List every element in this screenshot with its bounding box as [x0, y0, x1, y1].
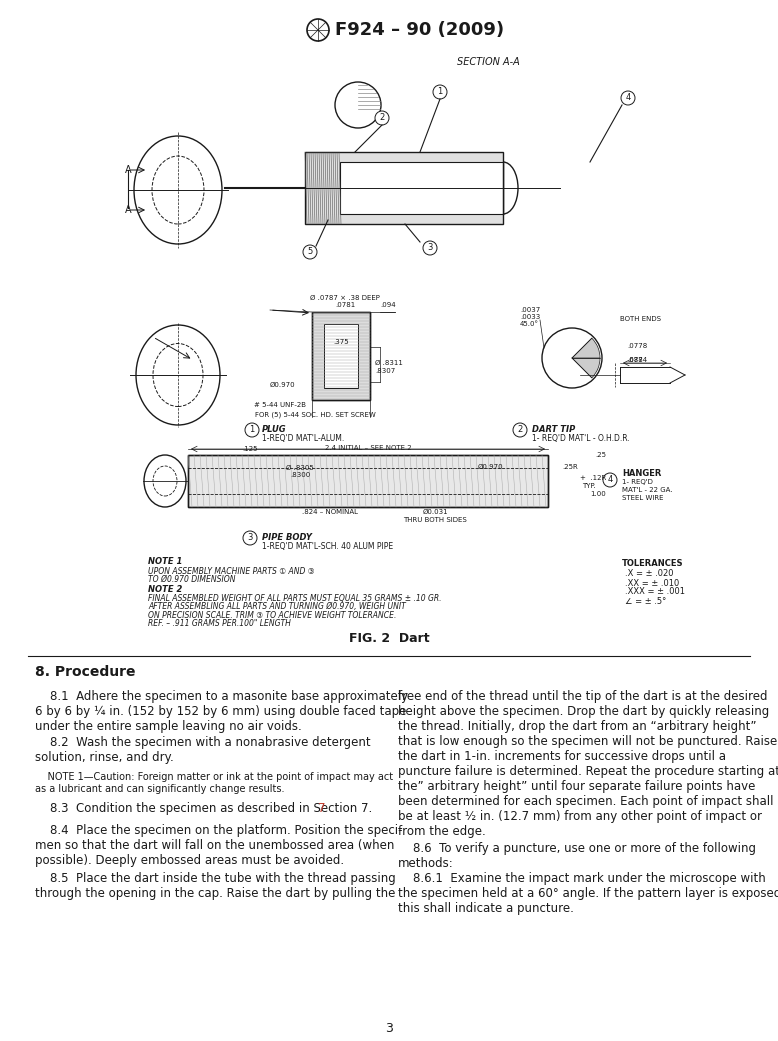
Text: .25R: .25R [562, 464, 578, 469]
Text: 5: 5 [307, 248, 313, 256]
Text: .688: .688 [627, 357, 643, 363]
Text: .X = ± .020: .X = ± .020 [625, 569, 674, 579]
Text: UPON ASSEMBLY MACHINE PARTS ① AND ③: UPON ASSEMBLY MACHINE PARTS ① AND ③ [148, 566, 314, 576]
Text: .XX = ± .010: .XX = ± .010 [625, 579, 679, 587]
Text: .8300: .8300 [290, 472, 310, 478]
Text: TOLERANCES: TOLERANCES [622, 559, 684, 568]
Circle shape [335, 82, 381, 128]
Text: 2: 2 [380, 113, 384, 123]
Text: 3: 3 [385, 1021, 393, 1035]
Text: MAT'L - 22 GA.: MAT'L - 22 GA. [622, 487, 672, 493]
Circle shape [433, 85, 447, 99]
Bar [324, 324, 358, 388]
Text: 1.00: 1.00 [590, 491, 606, 497]
Text: free end of the thread until the tip of the dart is at the desired
height above : free end of the thread until the tip of … [398, 690, 778, 838]
Text: .375: .375 [333, 339, 349, 345]
Text: NOTE 1—Caution: Foreign matter or ink at the point of impact may act
as a lubric: NOTE 1—Caution: Foreign matter or ink at… [35, 772, 393, 793]
Circle shape [375, 111, 389, 125]
Text: FIG. 2  Dart: FIG. 2 Dart [349, 632, 429, 644]
Text: STEEL WIRE: STEEL WIRE [622, 496, 664, 501]
Text: .824 – NOMINAL: .824 – NOMINAL [302, 509, 358, 515]
Text: ∠ = ± .5°: ∠ = ± .5° [625, 596, 666, 606]
Text: .0781: .0781 [335, 302, 355, 308]
Text: SECTION A-A: SECTION A-A [457, 57, 520, 67]
Text: 8.2  Wash the specimen with a nonabrasive detergent
solution, rinse, and dry.: 8.2 Wash the specimen with a nonabrasive… [35, 736, 370, 764]
Text: 8. Procedure: 8. Procedure [35, 665, 135, 679]
Text: THRU BOTH SIDES: THRU BOTH SIDES [403, 517, 467, 523]
Text: 3: 3 [427, 244, 433, 253]
Text: Ø0.970: Ø0.970 [477, 464, 503, 469]
Bar [188, 455, 548, 507]
Text: 3: 3 [247, 533, 253, 542]
Text: .094: .094 [380, 302, 396, 308]
Text: .0778: .0778 [627, 342, 647, 349]
Text: +  .12R: + .12R [580, 475, 606, 481]
Text: 8.5  Place the dart inside the tube with the thread passing
through the opening : 8.5 Place the dart inside the tube with … [35, 872, 396, 900]
Circle shape [243, 531, 257, 545]
Circle shape [603, 473, 617, 487]
Circle shape [245, 423, 259, 437]
Text: Ø0.970: Ø0.970 [269, 382, 295, 388]
Text: 2: 2 [517, 426, 523, 434]
Text: DART TIP: DART TIP [532, 426, 575, 434]
Bar [188, 455, 548, 507]
Text: Ø0.031: Ø0.031 [422, 509, 448, 515]
Text: FINAL ASSEMBLED WEIGHT OF ALL PARTS MUST EQUAL 35 GRAMS ± .10 GR.: FINAL ASSEMBLED WEIGHT OF ALL PARTS MUST… [148, 594, 441, 604]
Text: .0033: .0033 [520, 314, 540, 320]
Text: ON PRECISION SCALE. TRIM ③ TO ACHIEVE WEIGHT TOLERANCE.: ON PRECISION SCALE. TRIM ③ TO ACHIEVE WE… [148, 610, 396, 619]
Text: .0774: .0774 [627, 357, 647, 363]
Text: HANGER: HANGER [622, 469, 661, 479]
Text: 1- REQ'D: 1- REQ'D [622, 479, 653, 485]
Text: 7: 7 [318, 802, 325, 815]
Text: # 5-44 UNF-2B: # 5-44 UNF-2B [254, 402, 306, 408]
Text: 8.1  Adhere the specimen to a masonite base approximately
6 by 6 by ¼ in. (152 b: 8.1 Adhere the specimen to a masonite ba… [35, 690, 408, 733]
Wedge shape [572, 358, 600, 378]
Text: .0037: .0037 [520, 307, 540, 313]
Circle shape [423, 242, 437, 255]
Text: Ø .8305: Ø .8305 [286, 465, 314, 471]
Text: A: A [124, 166, 131, 175]
Text: NOTE 1: NOTE 1 [148, 558, 182, 566]
Text: Ø .8311: Ø .8311 [375, 360, 403, 366]
Text: REF. – .911 GRAMS PER.100" LENGTH: REF. – .911 GRAMS PER.100" LENGTH [148, 618, 291, 628]
Text: 1-REQ'D MAT'L-ALUM.: 1-REQ'D MAT'L-ALUM. [262, 434, 344, 443]
Bar [312, 312, 370, 400]
Wedge shape [572, 338, 600, 358]
Bar [305, 152, 503, 224]
Text: 8.6.1  Examine the impact mark under the microscope with
the specimen held at a : 8.6.1 Examine the impact mark under the … [398, 872, 778, 915]
Text: .125: .125 [242, 446, 258, 452]
Text: PLUG: PLUG [262, 426, 286, 434]
Text: 2.4 INITIAL – SEE NOTE 2: 2.4 INITIAL – SEE NOTE 2 [324, 445, 412, 451]
Text: 8.3  Condition the specimen as described in Section 7.: 8.3 Condition the specimen as described … [35, 802, 372, 815]
Text: 1: 1 [437, 87, 443, 97]
Text: 8.6  To verify a puncture, use one or more of the following
methods:: 8.6 To verify a puncture, use one or mor… [398, 842, 756, 870]
Text: TYP.: TYP. [582, 483, 596, 489]
Text: FOR (5) 5-44 SOC. HD. SET SCREW: FOR (5) 5-44 SOC. HD. SET SCREW [254, 412, 375, 418]
Circle shape [542, 328, 602, 388]
Text: 1-REQ'D MAT'L-SCH. 40 ALUM PIPE: 1-REQ'D MAT'L-SCH. 40 ALUM PIPE [262, 541, 393, 551]
Text: Ø .0787 × .38 DEEP: Ø .0787 × .38 DEEP [310, 295, 380, 301]
Circle shape [303, 245, 317, 259]
Text: PIPE BODY: PIPE BODY [262, 533, 312, 542]
Circle shape [307, 19, 329, 41]
Text: TO Ø0.970 DIMENSION: TO Ø0.970 DIMENSION [148, 575, 236, 584]
Text: 4: 4 [608, 476, 612, 484]
Text: AFTER ASSEMBLING ALL PARTS AND TURNING Ø0.970, WEIGH UNIT: AFTER ASSEMBLING ALL PARTS AND TURNING Ø… [148, 603, 406, 611]
Text: .25: .25 [595, 452, 606, 458]
Text: BOTH ENDS: BOTH ENDS [620, 316, 661, 322]
Text: .8307: .8307 [375, 369, 395, 374]
Circle shape [513, 423, 527, 437]
Circle shape [621, 91, 635, 105]
Text: A: A [124, 205, 131, 215]
Text: .XXX = ± .001: .XXX = ± .001 [625, 587, 685, 596]
Text: 8.4  Place the specimen on the platform. Position the speci-
men so that the dar: 8.4 Place the specimen on the platform. … [35, 824, 402, 867]
Text: 1: 1 [250, 426, 254, 434]
Bar [340, 162, 503, 214]
Text: 1- REQ'D MAT'L - O.H.D.R.: 1- REQ'D MAT'L - O.H.D.R. [532, 434, 629, 443]
Bar [312, 312, 370, 400]
Text: NOTE 2: NOTE 2 [148, 585, 182, 594]
Text: 45.0°: 45.0° [520, 321, 539, 327]
Text: 4: 4 [626, 94, 631, 102]
Text: F924 – 90 (2009): F924 – 90 (2009) [335, 21, 505, 39]
